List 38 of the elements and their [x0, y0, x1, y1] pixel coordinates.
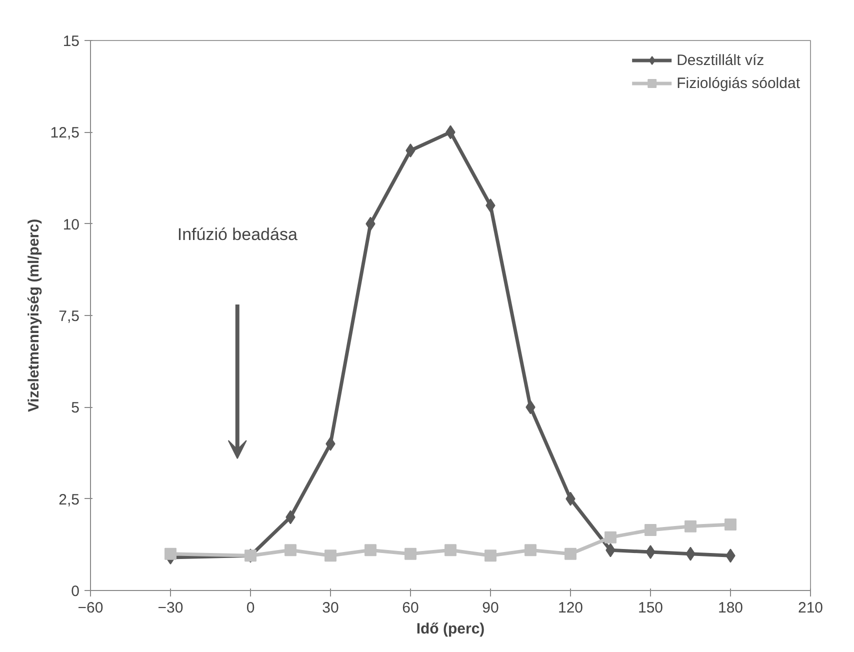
- point: [324, 550, 336, 562]
- point: [404, 548, 416, 560]
- point: [364, 544, 376, 556]
- y-tick-label: 10: [62, 216, 80, 234]
- y-tick-label: 7,5: [58, 308, 80, 325]
- y-tick-label: 15: [62, 33, 80, 50]
- x-axis-title: Idő (perc): [416, 620, 485, 638]
- x-tick-label: 150: [638, 600, 664, 616]
- point: [604, 531, 616, 544]
- x-tick-label: −60: [78, 600, 104, 616]
- point: [724, 518, 736, 530]
- point: [484, 550, 496, 562]
- y-tick-label: 0: [71, 583, 80, 600]
- y-tick-label: 12,5: [50, 124, 80, 142]
- x-tick-label: 210: [798, 600, 824, 616]
- x-tick-label: 90: [482, 600, 499, 616]
- legend-label: Desztillált víz: [676, 52, 764, 68]
- y-tick-label: 2,5: [58, 491, 80, 508]
- point: [564, 548, 576, 560]
- point: [444, 544, 456, 556]
- point: [406, 144, 416, 158]
- y-tick-label: 5: [71, 400, 80, 417]
- x-tick-label: 120: [558, 600, 584, 616]
- point: [164, 548, 176, 560]
- x-tick-label: 30: [322, 600, 339, 616]
- x-tick-label: −30: [158, 600, 184, 616]
- point: [684, 520, 696, 532]
- legend-label: Fiziológiás sóoldat: [676, 74, 800, 92]
- x-tick-label: 60: [402, 600, 419, 616]
- point: [644, 524, 656, 536]
- point: [486, 198, 496, 212]
- point: [284, 544, 296, 556]
- x-tick-label: 0: [246, 600, 255, 616]
- x-tick-label: 180: [718, 600, 744, 616]
- point: [646, 545, 656, 559]
- point: [524, 544, 536, 556]
- annotation: Infúzió beadása: [177, 225, 298, 244]
- y-axis-title: Vizeletmennyiség (ml/perc): [25, 218, 42, 412]
